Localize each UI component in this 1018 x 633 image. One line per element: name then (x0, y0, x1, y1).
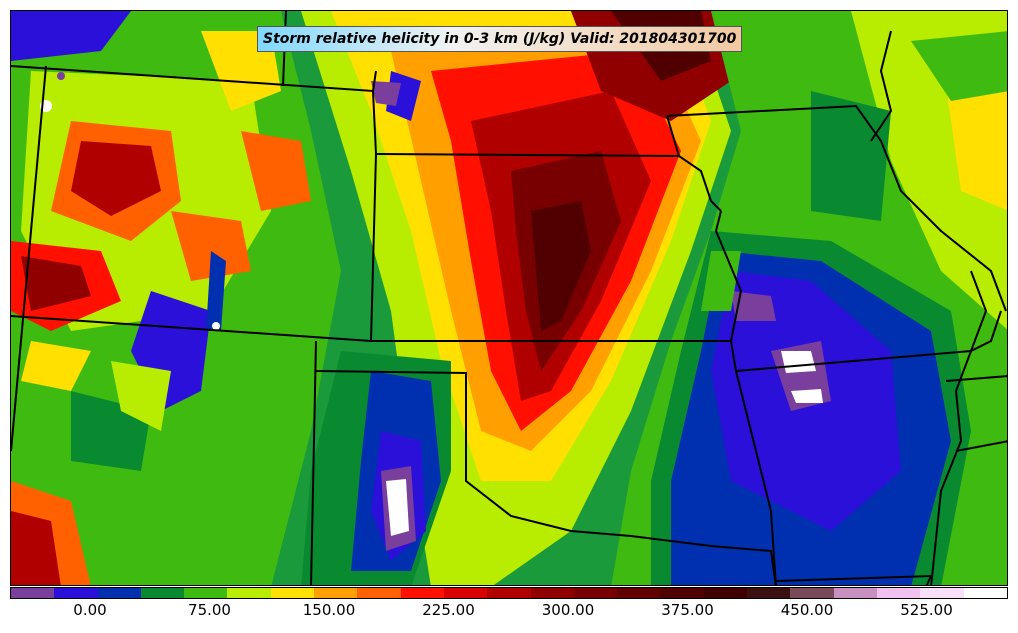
colorbar-segment (573, 588, 618, 598)
colorbar-segment (530, 588, 574, 598)
colorbar-segment (400, 588, 444, 598)
colorbar-segment (270, 588, 315, 598)
colorbar-segment (11, 588, 55, 598)
colorbar-segment (747, 588, 791, 598)
colorbar-segment (314, 588, 358, 598)
colorbar-segment (97, 588, 141, 598)
colorbar-tick-label: 75.00 (188, 601, 231, 619)
colorbar-segment (790, 588, 834, 598)
colorbar-segment (227, 588, 271, 598)
map-title: Storm relative helicity in 0-3 km (J/kg)… (257, 26, 743, 52)
southwest-feature (301, 351, 451, 585)
colorbar-segment (920, 588, 964, 598)
colorbar-segment (54, 588, 98, 598)
colorbar-segment (140, 588, 185, 598)
colorbar (10, 587, 1008, 599)
helicity-map (11, 11, 1007, 585)
colorbar-segment (703, 588, 748, 598)
colorbar-segment (487, 588, 531, 598)
colorbar-segment (963, 588, 1007, 598)
colorbar-tick-label: 150.00 (302, 601, 356, 619)
colorbar-segment (617, 588, 661, 598)
colorbar-tick-label: 375.00 (661, 601, 714, 619)
colorbar-tick-label: 0.00 (73, 601, 107, 619)
western-field (11, 11, 341, 585)
colorbar-segment (443, 588, 488, 598)
colorbar-tick-label: 450.00 (780, 601, 834, 619)
map-frame: Storm relative helicity in 0-3 km (J/kg)… (10, 10, 1008, 586)
colorbar-tick-label: 225.00 (422, 601, 475, 619)
state-borders (11, 11, 1007, 585)
colorbar-segment (660, 588, 704, 598)
eastern-field (611, 11, 1007, 585)
colorbar-segment (184, 588, 228, 598)
colorbar-segment (876, 588, 921, 598)
colorbar-segment (833, 588, 877, 598)
colorbar-tick-label: 300.00 (541, 601, 595, 619)
colorbar-segment (357, 588, 401, 598)
colorbar-tick-label: 525.00 (900, 601, 953, 619)
colorbar-ticks: 0.00 75.00 150.00 225.00 300.00 375.00 450.00 5… (10, 601, 1008, 623)
